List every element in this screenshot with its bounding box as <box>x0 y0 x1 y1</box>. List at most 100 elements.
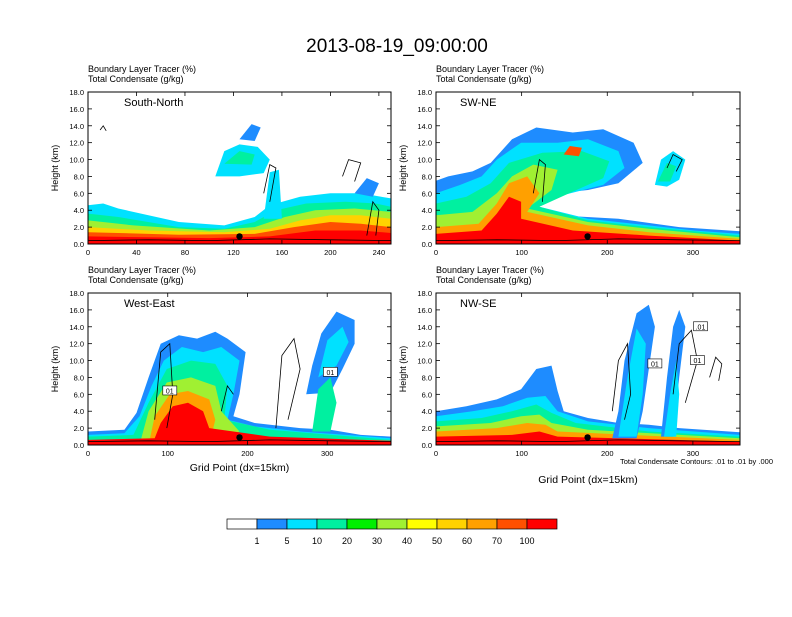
y-tick-label: 8.0 <box>422 373 432 382</box>
panel-1: Boundary Layer Tracer (%)Total Condensat… <box>50 64 392 257</box>
plot-frame <box>435 91 741 245</box>
contour-label-box <box>693 321 708 332</box>
y-tick-label: 18.0 <box>69 289 84 298</box>
tracer-field <box>436 304 740 445</box>
y-tick-label: 14.0 <box>69 122 84 131</box>
y-tick-label: 0.0 <box>422 441 432 450</box>
tracer-shade <box>88 402 391 445</box>
colorbar-label: 40 <box>402 536 412 546</box>
x-tick-label: 300 <box>321 449 334 458</box>
panel-header-line: Total Condensate (g/kg) <box>88 275 184 285</box>
y-tick-label: 14.0 <box>417 122 432 131</box>
y-tick-label: 14.0 <box>417 323 432 332</box>
terrain-line <box>436 439 740 443</box>
center-point-marker <box>584 233 591 240</box>
y-tick-label: 16.0 <box>417 105 432 114</box>
y-tick-label: 10.0 <box>417 357 432 366</box>
y-tick-label: 12.0 <box>69 139 84 148</box>
tracer-field <box>88 311 391 445</box>
y-tick-label: 6.0 <box>74 189 84 198</box>
x-tick-label: 160 <box>276 248 289 257</box>
tracer-field <box>436 127 740 244</box>
y-tick-label: 4.0 <box>422 407 432 416</box>
y-tick-label: 2.0 <box>422 424 432 433</box>
tracer-shade <box>618 328 646 437</box>
colorbar-label: 60 <box>462 536 472 546</box>
panel-header-line: Boundary Layer Tracer (%) <box>436 265 544 275</box>
contour-label: 01 <box>651 361 659 368</box>
tracer-shade <box>657 162 677 182</box>
contour-label: 01 <box>694 358 702 365</box>
y-tick-label: 0.0 <box>422 240 432 249</box>
x-tick-label: 300 <box>687 248 700 257</box>
y-tick-label: 12.0 <box>417 139 432 148</box>
colorbar-box <box>316 518 348 530</box>
colorbar-box <box>406 518 438 530</box>
terrain-line <box>88 439 391 443</box>
y-tick-label: 18.0 <box>417 88 432 97</box>
panel-header-line: Total Condensate (g/kg) <box>88 74 184 84</box>
y-tick-label: 10.0 <box>69 357 84 366</box>
colorbar-box <box>226 518 258 530</box>
colorbar-box <box>526 518 558 530</box>
condensate-contour <box>366 200 380 236</box>
y-tick-label: 16.0 <box>69 105 84 114</box>
y-axis-label: Height (km) <box>398 346 408 393</box>
terrain-line <box>436 238 740 242</box>
tracer-shade <box>224 151 255 165</box>
section-label: South-North <box>124 97 183 109</box>
x-tick-label: 0 <box>434 449 438 458</box>
x-axis-label: Grid Point (dx=15km) <box>538 474 638 486</box>
condensate-contour <box>99 125 107 132</box>
tracer-shade <box>312 377 337 432</box>
colorbar-label: 10 <box>312 536 322 546</box>
tracer-shade <box>263 169 282 219</box>
x-tick-label: 0 <box>86 449 90 458</box>
section-label: West-East <box>124 298 175 310</box>
y-tick-label: 6.0 <box>422 189 432 198</box>
colorbar-box <box>496 518 528 530</box>
y-tick-label: 4.0 <box>74 407 84 416</box>
colorbar-label: 20 <box>342 536 352 546</box>
condensate-contour <box>263 163 277 202</box>
y-tick-label: 18.0 <box>417 289 432 298</box>
y-axis-label: Height (km) <box>50 346 60 393</box>
tracer-field <box>88 124 391 244</box>
colorbar-box <box>436 518 468 530</box>
panel-4: Boundary Layer Tracer (%)Total Condensat… <box>398 265 741 486</box>
x-tick-label: 0 <box>434 248 438 257</box>
panel-header-line: Boundary Layer Tracer (%) <box>88 265 196 275</box>
colorbar-box <box>256 518 288 530</box>
x-tick-label: 40 <box>132 248 140 257</box>
colorbar-label: 50 <box>432 536 442 546</box>
condensate-contour <box>275 337 301 429</box>
y-tick-label: 16.0 <box>69 306 84 315</box>
x-tick-label: 0 <box>86 248 90 257</box>
plot-frame <box>87 292 392 446</box>
tracer-shade <box>436 196 740 244</box>
tracer-shade <box>239 124 261 141</box>
section-label: NW-SE <box>460 298 496 310</box>
y-tick-label: 2.0 <box>422 223 432 232</box>
center-point-marker <box>236 434 243 441</box>
center-point-marker <box>236 233 243 240</box>
x-tick-label: 100 <box>161 449 174 458</box>
colorbar-box <box>466 518 498 530</box>
x-tick-label: 300 <box>687 449 700 458</box>
condensate-contour <box>154 342 174 429</box>
panel-2: Boundary Layer Tracer (%)Total Condensat… <box>398 64 741 257</box>
contour-label-box <box>647 358 663 369</box>
tracer-shade <box>563 146 582 157</box>
condensate-contour <box>672 329 698 403</box>
y-tick-label: 10.0 <box>69 156 84 165</box>
tracer-shade <box>354 178 379 197</box>
x-tick-label: 100 <box>515 248 528 257</box>
x-tick-label: 120 <box>227 248 240 257</box>
y-tick-label: 12.0 <box>417 340 432 349</box>
y-tick-label: 4.0 <box>422 206 432 215</box>
panel-header-line: Boundary Layer Tracer (%) <box>88 64 196 74</box>
colorbar-label: 5 <box>284 536 289 546</box>
colorbar-label: 30 <box>372 536 382 546</box>
y-tick-label: 6.0 <box>422 390 432 399</box>
